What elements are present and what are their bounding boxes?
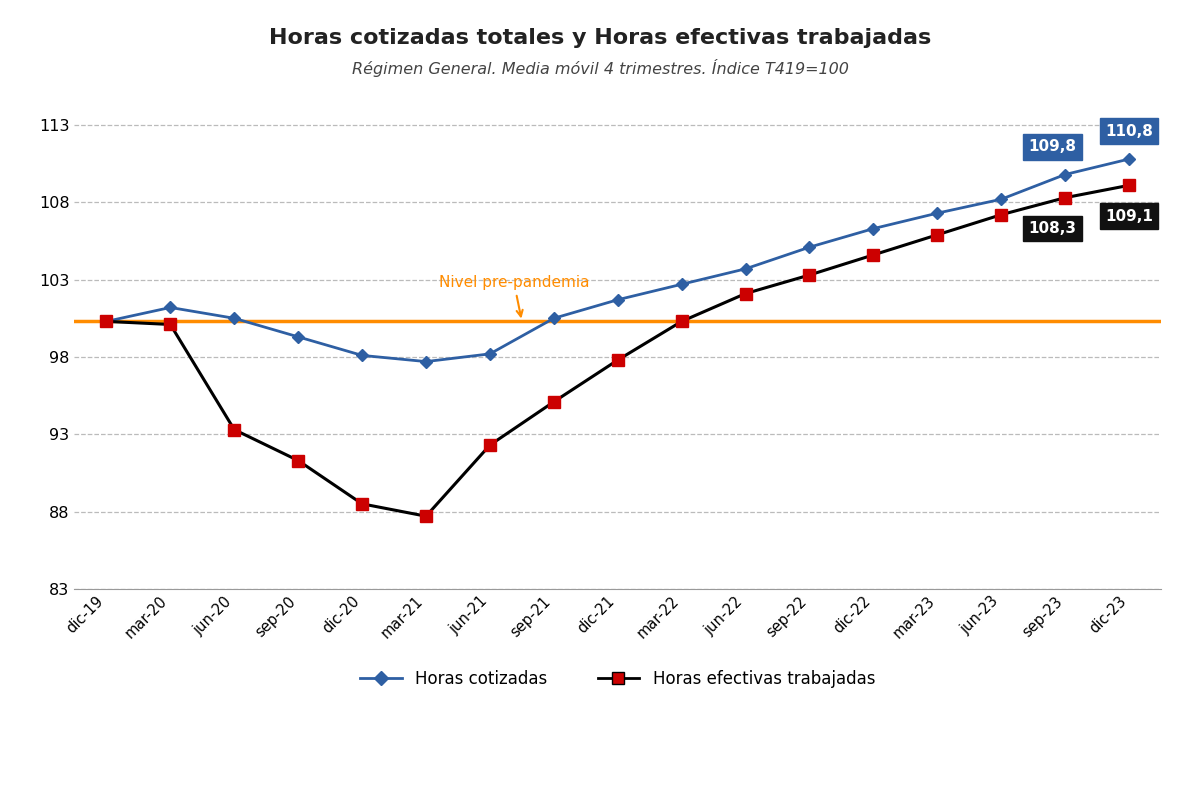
Horas efectivas trabajadas — [1122, 180, 1136, 190]
Horas cotizadas — [1058, 170, 1073, 180]
Horas cotizadas — [227, 313, 241, 323]
Line: Horas efectivas trabajadas: Horas efectivas trabajadas — [101, 180, 1134, 522]
Horas efectivas trabajadas — [547, 397, 562, 407]
Horas efectivas trabajadas — [419, 512, 433, 521]
Horas efectivas trabajadas — [803, 271, 817, 280]
Horas cotizadas — [355, 350, 370, 360]
Horas efectivas trabajadas — [1058, 193, 1073, 202]
Horas cotizadas — [290, 332, 305, 342]
Horas cotizadas — [419, 357, 433, 366]
Horas efectivas trabajadas — [163, 320, 178, 329]
Text: Régimen General. Media móvil 4 trimestres. Índice T419=100: Régimen General. Media móvil 4 trimestre… — [352, 59, 848, 78]
Horas cotizadas — [100, 316, 114, 326]
Horas efectivas trabajadas — [355, 499, 370, 509]
Text: Horas cotizadas totales y Horas efectivas trabajadas: Horas cotizadas totales y Horas efectiva… — [269, 28, 931, 47]
Horas efectivas trabajadas — [227, 425, 241, 434]
Horas cotizadas — [674, 279, 689, 289]
Horas efectivas trabajadas — [611, 355, 625, 365]
Horas cotizadas — [803, 242, 817, 252]
Line: Horas cotizadas: Horas cotizadas — [102, 155, 1133, 365]
Text: Nivel pre-pandemia: Nivel pre-pandemia — [439, 275, 589, 316]
Horas efectivas trabajadas — [674, 316, 689, 326]
Horas efectivas trabajadas — [930, 230, 944, 240]
Text: 109,8: 109,8 — [1028, 139, 1076, 154]
Horas efectivas trabajadas — [100, 316, 114, 326]
Text: 109,1: 109,1 — [1105, 209, 1153, 224]
Horas cotizadas — [1122, 154, 1136, 164]
Horas cotizadas — [482, 349, 497, 358]
Horas efectivas trabajadas — [866, 250, 881, 259]
Legend: Horas cotizadas, Horas efectivas trabajadas: Horas cotizadas, Horas efectivas trabaja… — [354, 663, 882, 694]
Horas cotizadas — [611, 295, 625, 305]
Horas cotizadas — [163, 303, 178, 312]
Horas efectivas trabajadas — [994, 210, 1008, 219]
Horas cotizadas — [547, 313, 562, 323]
Horas efectivas trabajadas — [738, 289, 752, 298]
Horas efectivas trabajadas — [290, 456, 305, 465]
Horas efectivas trabajadas — [482, 441, 497, 450]
Text: 108,3: 108,3 — [1028, 221, 1076, 237]
Text: 110,8: 110,8 — [1105, 123, 1153, 138]
Horas cotizadas — [930, 208, 944, 218]
Horas cotizadas — [994, 195, 1008, 204]
Horas cotizadas — [738, 264, 752, 274]
Horas cotizadas — [866, 224, 881, 233]
